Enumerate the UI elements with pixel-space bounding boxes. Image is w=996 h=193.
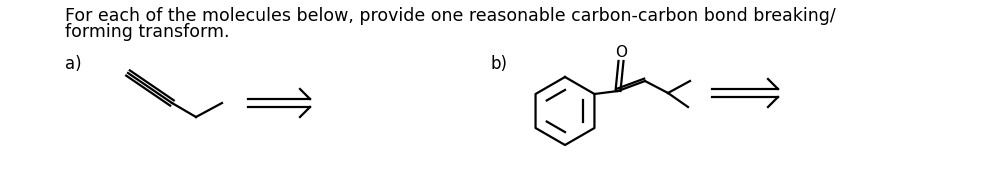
Text: b): b) <box>490 55 507 73</box>
Text: forming transform.: forming transform. <box>65 23 229 41</box>
Text: a): a) <box>65 55 82 73</box>
Text: For each of the molecules below, provide one reasonable carbon-carbon bond break: For each of the molecules below, provide… <box>65 7 836 25</box>
Text: O: O <box>615 45 627 60</box>
